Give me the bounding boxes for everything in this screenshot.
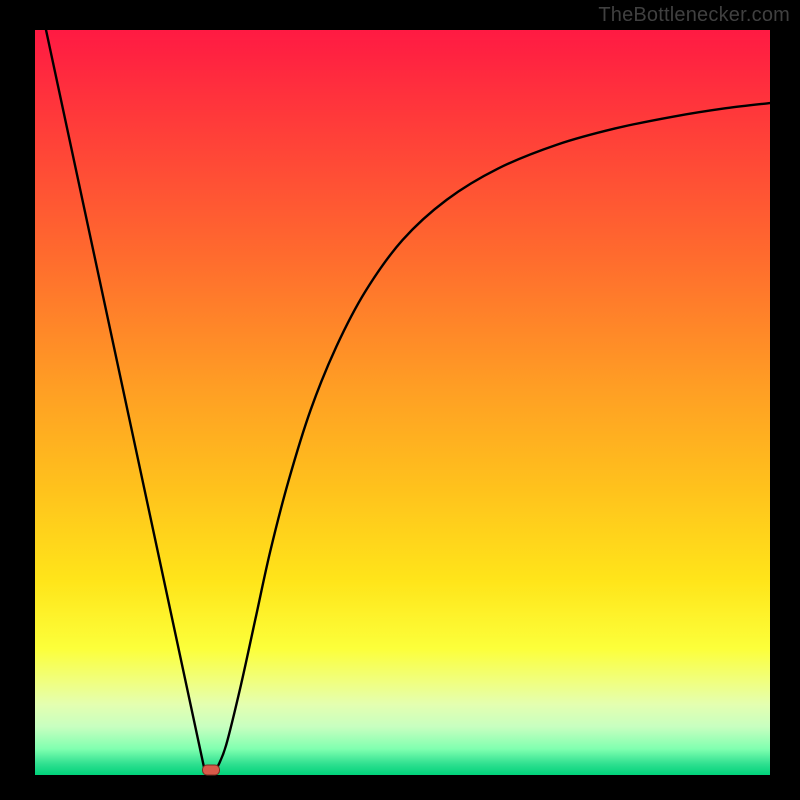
plot-area bbox=[35, 30, 770, 775]
chart-outer: TheBottlenecker.com bbox=[0, 0, 800, 800]
optimal-point-marker bbox=[202, 764, 220, 775]
bottleneck-curve bbox=[35, 30, 770, 775]
watermark-text: TheBottlenecker.com bbox=[598, 4, 790, 27]
